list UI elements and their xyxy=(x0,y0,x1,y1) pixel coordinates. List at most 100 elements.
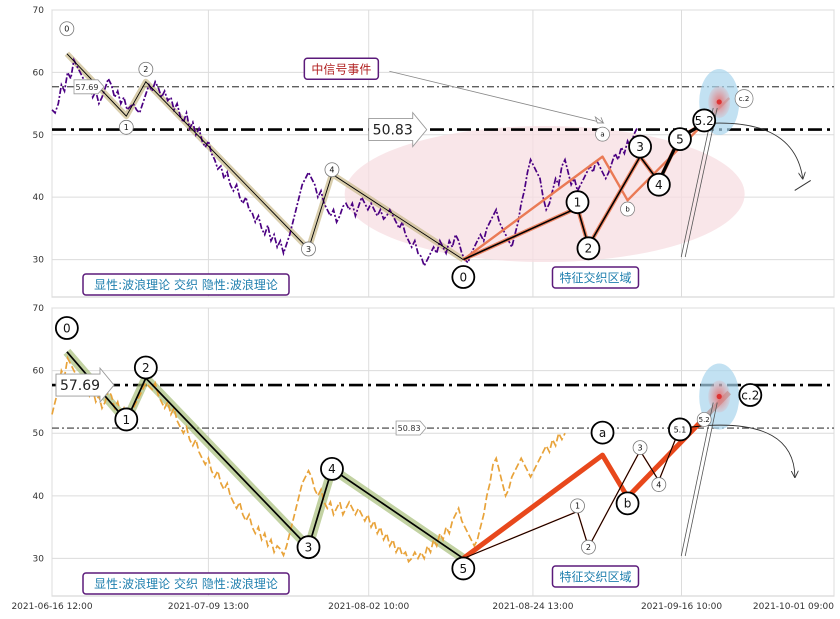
zone-text: 特征交织区域 xyxy=(559,270,631,285)
annotation-text: 显性:波浪理论 交织 隐性:波浪理论 xyxy=(94,277,278,292)
wave-label-circle xyxy=(620,201,635,217)
wave-label: 4 xyxy=(324,162,340,178)
wave-label: 1 xyxy=(114,407,139,432)
signal-event-label: 中信号事件 xyxy=(303,57,380,81)
wave-label: b xyxy=(615,491,640,516)
wave-line xyxy=(66,351,464,560)
wave-label: 5.2 xyxy=(696,412,712,427)
wave-label: 2 xyxy=(576,236,601,261)
wave-label-circle xyxy=(320,457,344,481)
level-tag-shape xyxy=(55,366,115,404)
wave-label-circle xyxy=(615,491,640,516)
wave-label-circle xyxy=(59,21,75,37)
wave-label-circle xyxy=(576,236,601,261)
level-label-big: 50.83 xyxy=(368,111,428,148)
wave-label: 1 xyxy=(565,190,590,215)
method-annotation: 显性:波浪理论 交织 隐性:波浪理论 xyxy=(82,572,290,595)
wave-label-circle xyxy=(646,172,671,197)
wave-label-text: 1 xyxy=(124,123,129,132)
wave-label-circle xyxy=(651,477,667,492)
wave-label-text: 3 xyxy=(306,245,311,254)
level-tag-text: 50.83 xyxy=(373,123,413,139)
wave-label: 4 xyxy=(320,457,344,481)
signal-text: 中信号事件 xyxy=(311,61,371,76)
level-tag-shape xyxy=(395,420,427,436)
wave-label-text: 5 xyxy=(676,132,684,146)
wave-label-text: 4 xyxy=(328,462,336,476)
wave-label-circle xyxy=(118,119,134,135)
wave-label: 5.2 xyxy=(692,108,717,133)
wave-label-text: 5 xyxy=(460,562,468,576)
wave-label-circle xyxy=(565,190,590,215)
zone-text: 特征交织区域 xyxy=(559,569,631,584)
x-tick-label: 2021-06-16 12:00 xyxy=(11,602,92,612)
projection-line xyxy=(680,402,714,557)
wave-label-text: b xyxy=(624,497,632,511)
wave-label: 3 xyxy=(632,440,648,456)
signal-box xyxy=(303,57,380,81)
wave-label-text: 0 xyxy=(64,25,69,34)
target-point xyxy=(716,99,722,105)
wave-label-text: 1 xyxy=(574,195,582,209)
level-tag-shape xyxy=(73,79,105,95)
wave-label-text: 0 xyxy=(460,270,468,284)
wave-label-text: 4 xyxy=(329,166,334,175)
wave-label: 5 xyxy=(668,127,692,152)
level-label-small: 50.83 xyxy=(395,420,427,436)
projection-line xyxy=(680,107,714,258)
projection-line xyxy=(684,107,718,258)
wave-label-text: 0 xyxy=(63,321,71,335)
feature-zone-label: 特征交织区域 xyxy=(551,266,640,289)
level-tag-text: 57.69 xyxy=(76,83,99,92)
wave-label-text: 3 xyxy=(305,540,313,554)
wave-label-circle xyxy=(301,241,316,257)
wave-label-text: 2 xyxy=(143,65,148,74)
level-label-small: 57.69 xyxy=(73,79,105,95)
wave-label: 3 xyxy=(628,134,652,159)
level-tag-text: 50.83 xyxy=(398,424,421,433)
wave-label: 4 xyxy=(646,172,671,197)
wave-label: c.2 xyxy=(734,89,754,108)
wave-label: 3 xyxy=(296,535,321,560)
wave-label-text: 1 xyxy=(122,413,130,427)
wave-label: 0 xyxy=(59,21,75,37)
wave-label: b xyxy=(620,201,635,217)
wave-label-text: a xyxy=(599,426,606,440)
wave-label-circle xyxy=(570,498,585,514)
target-point xyxy=(716,393,722,400)
method-annotation: 显性:波浪理论 交织 隐性:波浪理论 xyxy=(82,273,290,296)
x-tick-label: 2021-07-09 13:00 xyxy=(168,602,249,612)
x-tick-label: 2021-09-16 10:00 xyxy=(641,602,722,612)
wave-label-circle xyxy=(296,535,321,560)
zone-box xyxy=(551,266,640,289)
y-tick-label: 50 xyxy=(33,429,45,439)
wave-label: c.2 xyxy=(738,383,763,407)
wave-label: a xyxy=(595,126,610,142)
price-series xyxy=(51,355,566,564)
wave-label-circle xyxy=(632,440,648,456)
wave-label-circle xyxy=(628,134,652,159)
wave-label-text: b xyxy=(625,206,630,214)
wave-label-text: 2 xyxy=(585,242,593,256)
wave-label-circle xyxy=(324,162,340,178)
arrow-bar xyxy=(794,180,811,191)
y-tick-label: 60 xyxy=(33,367,45,377)
wave-label-text: 4 xyxy=(655,178,663,192)
level-label-big: 57.69 xyxy=(55,366,115,404)
signal-arrowhead xyxy=(594,115,605,124)
plot-frame xyxy=(51,307,835,597)
wave-label-text: 3 xyxy=(636,140,644,154)
wave-label-text: 3 xyxy=(638,443,643,452)
x-axis: 2021-06-16 12:00 2021-07-09 13:00 2021-08-… xyxy=(11,602,834,612)
wave-label-text: 5.1 xyxy=(674,425,687,434)
wave-label-circle xyxy=(595,126,610,142)
top-panel: 304050607057.6950.83012340123455.2abc.2中… xyxy=(33,6,835,298)
wave-label-circle xyxy=(133,355,158,380)
wave-label-text: c.2 xyxy=(741,388,759,402)
wave-label: a xyxy=(590,420,615,445)
wave-label-circle xyxy=(738,383,763,407)
wave-label-circle xyxy=(692,108,717,133)
wave-label-circle xyxy=(734,89,754,108)
